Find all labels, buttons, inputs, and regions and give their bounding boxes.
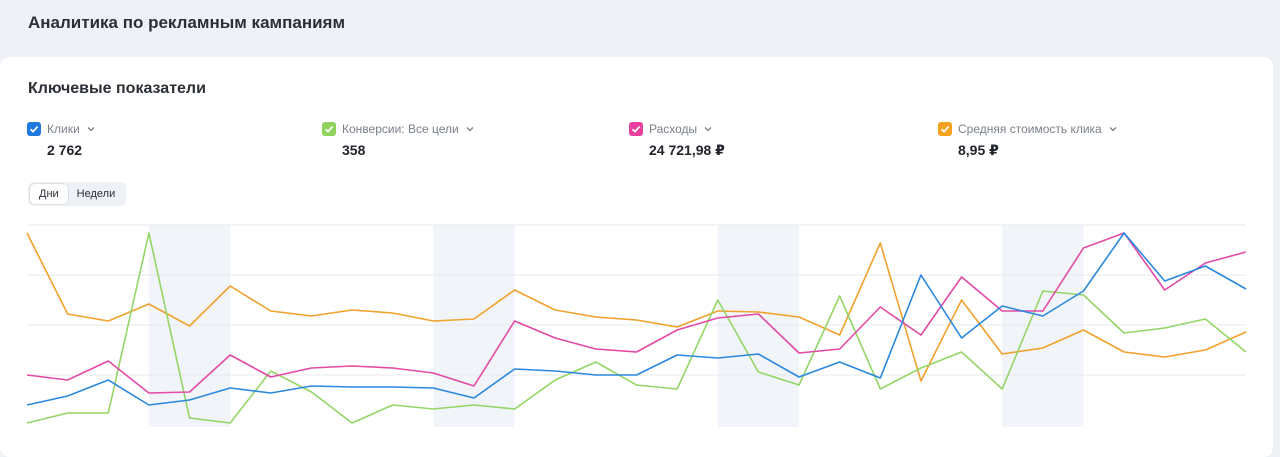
checkbox-tick — [324, 126, 334, 133]
weekend-band — [717, 225, 800, 427]
weekend-band — [1002, 225, 1084, 427]
checkbox[interactable] — [938, 122, 952, 136]
series-line — [26, 232, 1247, 406]
metric[interactable]: Расходы 24 721,98 ₽ — [629, 121, 725, 159]
metric-label: Клики — [47, 122, 80, 136]
metric-value: 2 762 — [47, 142, 83, 158]
checkbox-tick — [29, 126, 39, 133]
series-line — [26, 232, 1247, 382]
chevron-path — [1109, 127, 1117, 132]
checkbox-box — [629, 122, 643, 136]
series-line — [26, 232, 1247, 424]
card-title: Ключевые показатели — [28, 80, 206, 97]
chevron[interactable] — [86, 124, 96, 134]
metric[interactable]: Средняя стоимость клика 8,95 ₽ — [938, 121, 1118, 159]
chevron-path — [466, 127, 474, 132]
series-line — [26, 232, 1247, 394]
chevron-path — [704, 127, 712, 132]
metric-value: 358 — [342, 142, 366, 158]
toggle-option[interactable]: Недели — [76, 188, 116, 200]
checkbox[interactable] — [322, 122, 336, 136]
chevron[interactable] — [703, 124, 713, 134]
metric-value: 24 721,98 ₽ — [649, 142, 725, 158]
checkbox-tick — [631, 126, 641, 133]
chevron[interactable] — [1108, 124, 1118, 134]
metric[interactable]: Конверсии: Все цели 358 — [322, 121, 475, 158]
checkbox-box — [938, 122, 952, 136]
checkbox-tick — [940, 126, 950, 133]
period-toggle: Дни Недели — [28, 182, 127, 206]
metric-value: 8,95 ₽ — [958, 142, 999, 158]
chevron[interactable] — [465, 124, 475, 134]
chart — [26, 224, 1247, 427]
checkbox-box — [27, 122, 41, 136]
weekend-band — [433, 225, 515, 427]
checkbox[interactable] — [27, 122, 41, 136]
chevron-path — [87, 127, 95, 132]
toggle-option[interactable]: Дни — [30, 184, 68, 204]
metric[interactable]: Клики 2 762 — [27, 121, 96, 158]
page-title: Аналитика по рекламным кампаниям — [28, 13, 346, 32]
metric-label: Конверсии: Все цели — [342, 122, 459, 136]
metric-label: Расходы — [649, 122, 698, 136]
metric-label-row: Конверсии: Все цели — [322, 121, 475, 137]
metric-label-row: Расходы — [629, 121, 725, 137]
metric-label-row: Клики — [27, 121, 96, 137]
checkbox[interactable] — [629, 122, 643, 136]
metric-label: Средняя стоимость клика — [958, 122, 1102, 136]
metric-label-row: Средняя стоимость клика — [938, 121, 1118, 137]
page: Аналитика по рекламным кампаниям Ключевы… — [0, 13, 1273, 457]
checkbox-box — [322, 122, 336, 136]
